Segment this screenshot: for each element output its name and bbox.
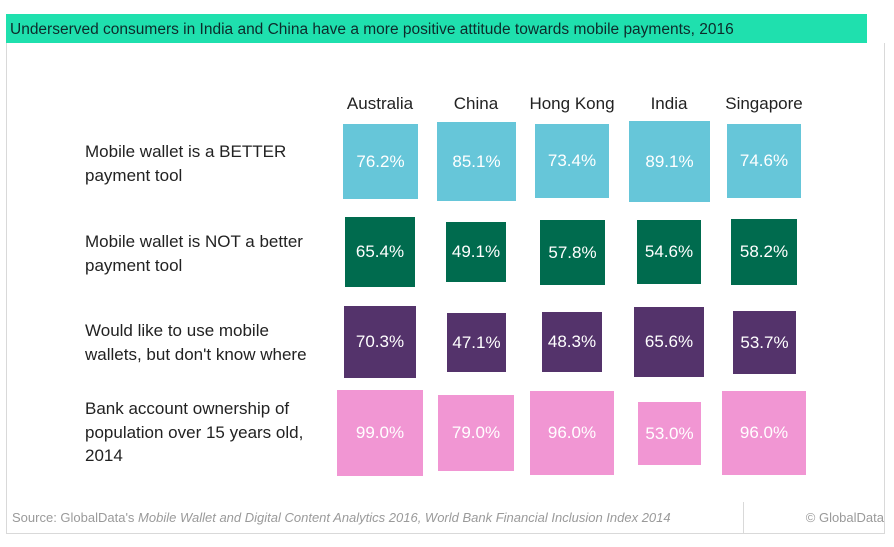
source-titles: Mobile Wallet and Digital Content Analyt… (138, 510, 671, 525)
value-label: 85.1% (452, 151, 501, 171)
value-label: 47.1% (452, 332, 501, 352)
value-label: 49.1% (451, 242, 501, 261)
value-cell: 65.4% (345, 217, 415, 287)
value-label: 89.1% (645, 151, 694, 171)
footer-divider (6, 533, 885, 534)
row-label-line: wallets, but don't know where (85, 344, 307, 364)
value-cell: 96.0% (722, 391, 806, 475)
chart-panel (6, 43, 885, 533)
row-label-line: 2014 (85, 446, 123, 465)
value-label: 73.4% (547, 151, 597, 170)
value-cell: 89.1% (629, 121, 710, 202)
row-label-line: payment tool (85, 165, 183, 185)
value-cell: 73.4% (535, 124, 609, 198)
row-label-line: Bank account ownership of (85, 399, 290, 418)
row-label-line: Would like to use mobile (85, 321, 269, 340)
source-prefix: Source: GlobalData's (12, 510, 139, 525)
value-cell: 85.1% (437, 122, 516, 201)
source-note: Source: GlobalData's Mobile Wallet and D… (12, 510, 671, 525)
column-header-china: China (453, 94, 499, 113)
value-cell: 96.0% (530, 391, 614, 475)
row-label-line: Mobile wallet is a BETTER (85, 142, 287, 161)
value-label: 96.0% (739, 423, 789, 442)
value-cell: 65.6% (634, 307, 704, 377)
value-cell: 76.2% (343, 124, 418, 199)
value-cell: 79.0% (438, 395, 514, 471)
value-cell: 49.1% (446, 222, 506, 282)
row-label-line: population over 15 years old, (85, 422, 304, 442)
value-cell: 74.6% (727, 124, 801, 198)
value-cell: 58.2% (731, 219, 797, 285)
value-label: 65.6% (644, 332, 694, 351)
value-label: 57.8% (548, 242, 597, 262)
value-cell: 54.6% (637, 220, 701, 284)
row-label-line: payment tool (85, 255, 183, 275)
value-label: 70.3% (355, 332, 405, 351)
value-label: 76.2% (356, 151, 405, 171)
row-label-line: Mobile wallet is NOT a better (85, 232, 303, 251)
column-header-india: India (650, 94, 688, 113)
value-cell: 70.3% (344, 306, 416, 378)
chart-title: Underserved consumers in India and China… (6, 14, 867, 43)
column-header-singapore: Singapore (725, 94, 803, 113)
value-label: 48.3% (547, 332, 597, 351)
row-label-3: Would like to use mobile wallets, but don… (85, 319, 345, 366)
value-label: 53.0% (645, 423, 694, 443)
value-cell: 99.0% (337, 390, 423, 476)
value-label: 53.7% (740, 332, 789, 352)
column-header-hong-kong: Hong Kong (529, 94, 615, 113)
value-label: 99.0% (355, 423, 405, 442)
value-label: 65.4% (355, 242, 405, 261)
footer-separator (743, 502, 744, 533)
row-label-4: Bank account ownership of population over… (85, 397, 345, 468)
value-cell: 53.7% (733, 311, 796, 374)
value-cell: 53.0% (638, 402, 701, 465)
value-cell: 48.3% (542, 312, 602, 372)
row-label-2: Mobile wallet is NOT a better payment too… (85, 230, 345, 277)
value-label: 58.2% (739, 242, 789, 261)
value-label: 54.6% (644, 242, 694, 261)
value-label: 96.0% (547, 423, 597, 442)
value-cell: 57.8% (540, 220, 605, 285)
column-header-australia: Australia (346, 94, 414, 113)
value-label: 79.0% (451, 423, 501, 442)
value-cell: 47.1% (447, 313, 506, 372)
row-label-1: Mobile wallet is a BETTER payment tool (85, 140, 345, 187)
brand-credit: © GlobalData (805, 510, 884, 525)
value-label: 74.6% (739, 151, 789, 170)
